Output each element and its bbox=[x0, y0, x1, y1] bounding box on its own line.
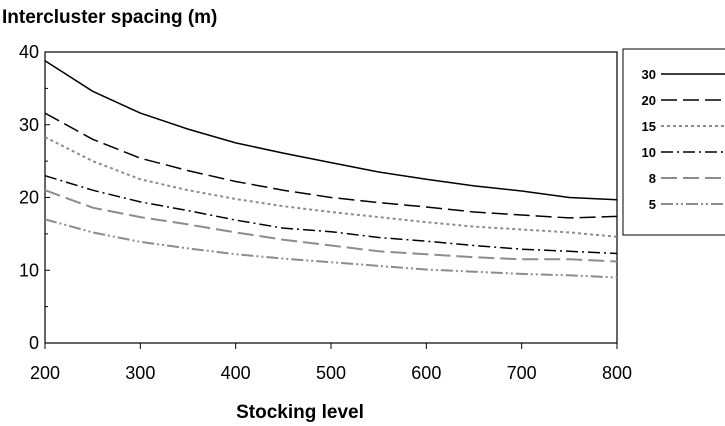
y-tick-label: 10 bbox=[19, 260, 39, 280]
x-tick-label: 600 bbox=[411, 363, 441, 383]
y-axis: 0 10 20 30 40 bbox=[19, 42, 50, 353]
legend-label: 30 bbox=[642, 67, 656, 82]
series-line-30 bbox=[44, 60, 618, 201]
legend-label: 8 bbox=[649, 171, 656, 186]
series-line-20 bbox=[44, 112, 618, 219]
legend-label: 10 bbox=[642, 145, 656, 160]
x-tick-label: 500 bbox=[316, 363, 346, 383]
legend-item-8: 8 bbox=[649, 171, 725, 186]
series-line-10 bbox=[44, 174, 618, 255]
legend-frame bbox=[622, 48, 725, 236]
legend-label: 15 bbox=[642, 119, 656, 134]
x-tick-label: 300 bbox=[125, 363, 155, 383]
legend-item-20: 20 bbox=[642, 93, 725, 108]
y-tick-label: 30 bbox=[19, 115, 39, 135]
x-tick-label: 200 bbox=[30, 363, 60, 383]
y-tick-label: 40 bbox=[19, 42, 39, 62]
legend-item-5: 5 bbox=[649, 197, 725, 212]
chart-title: Intercluster spacing (m) bbox=[2, 7, 217, 28]
x-axis: 200 300 400 500 600 700 800 bbox=[30, 343, 632, 383]
x-tick-label: 800 bbox=[602, 363, 632, 383]
legend: 30 20 15 10 8 5 bbox=[622, 48, 725, 236]
x-tick-label: 400 bbox=[221, 363, 251, 383]
series-line-5 bbox=[44, 218, 618, 279]
x-axis-label: Stocking level bbox=[236, 402, 364, 423]
series-layer bbox=[44, 60, 618, 279]
legend-item-10: 10 bbox=[642, 145, 725, 160]
legend-label: 20 bbox=[642, 93, 656, 108]
series-line-15 bbox=[44, 136, 618, 238]
y-tick-label: 0 bbox=[29, 333, 39, 353]
legend-label: 5 bbox=[649, 197, 656, 212]
series-line-8 bbox=[44, 189, 618, 263]
legend-item-15: 15 bbox=[642, 119, 725, 134]
legend-item-30: 30 bbox=[642, 67, 725, 82]
x-tick-label: 700 bbox=[507, 363, 537, 383]
y-tick-label: 20 bbox=[19, 188, 39, 208]
